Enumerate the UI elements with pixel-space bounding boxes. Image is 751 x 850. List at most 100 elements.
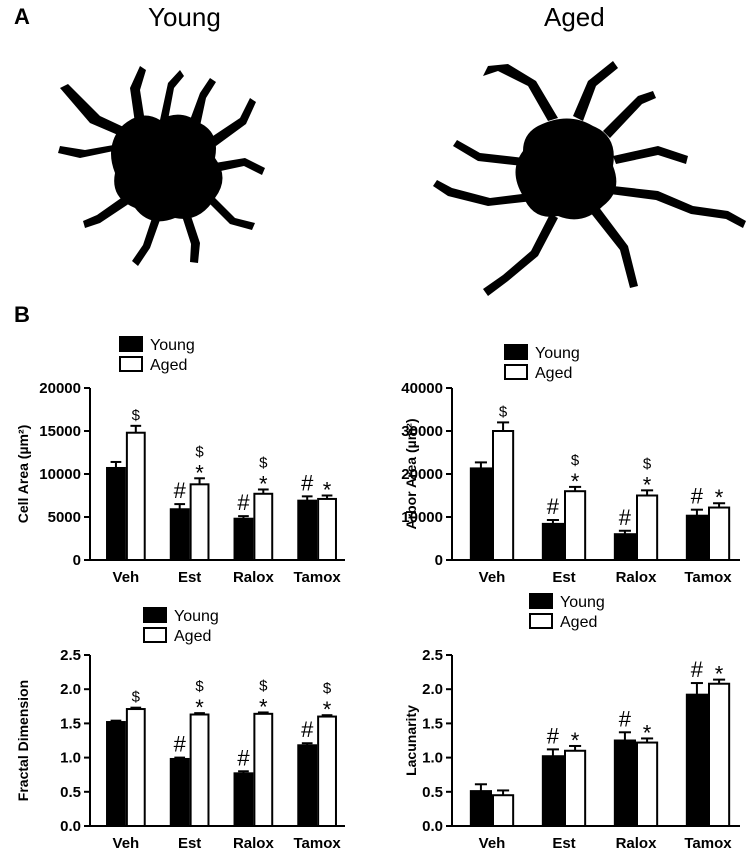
bar-aged (636, 741, 659, 827)
aged-microglia-silhouette (433, 61, 746, 296)
y-tick-label: 0.0 (60, 818, 81, 835)
legend-label: Young (535, 345, 580, 362)
y-tick-label: 0.0 (422, 818, 443, 835)
y-tick-label: 1.0 (422, 750, 443, 767)
bar-young (297, 499, 318, 562)
bar-young (469, 467, 492, 561)
significance-marker: # (174, 732, 187, 757)
significance-marker: * (323, 478, 332, 503)
significance-marker: $ (195, 678, 204, 695)
bar-young (541, 755, 565, 827)
significance-marker: * (571, 469, 580, 494)
legend-label: Aged (560, 614, 597, 631)
bar-young (233, 772, 254, 827)
y-tick-label: 0 (435, 552, 443, 569)
significance-marker: # (301, 470, 314, 495)
significance-marker: # (301, 717, 314, 742)
x-tick-label: Veh (113, 835, 140, 850)
x-tick-label: Veh (113, 569, 140, 586)
significance-marker: $ (259, 677, 268, 694)
panel-label-b: B (14, 302, 30, 327)
bar-aged (492, 794, 515, 827)
significance-marker: # (691, 484, 704, 509)
bar-aged (253, 712, 274, 827)
chart-1: 0 5000 10000 15000 20000 Cell Area (µm²) $ Veh #… (15, 336, 345, 586)
significance-marker: $ (132, 407, 141, 424)
x-tick-label: Est (178, 835, 201, 850)
y-tick-label: 40000 (401, 380, 443, 397)
bar-aged (708, 506, 731, 562)
panel-label-a: A (14, 4, 30, 29)
y-tick-label: 0.5 (422, 784, 443, 801)
significance-marker: $ (195, 443, 204, 460)
young-microglia-silhouette (58, 66, 265, 266)
x-tick-label: Ralox (233, 569, 275, 586)
significance-marker: # (691, 657, 704, 682)
young-cell-title: Young (148, 2, 221, 32)
bar-aged (564, 749, 587, 828)
bar-aged (492, 430, 515, 561)
bar-young (685, 514, 709, 562)
bar-young (106, 721, 126, 827)
significance-marker: * (259, 471, 268, 496)
y-tick-label: 30000 (401, 423, 443, 440)
y-tick-label: 1.0 (60, 750, 81, 767)
bar-aged (125, 708, 146, 828)
significance-marker: * (571, 728, 580, 753)
significance-marker: * (195, 695, 204, 720)
significance-marker: # (547, 494, 560, 519)
significance-marker: $ (259, 454, 268, 471)
bar-young (169, 508, 190, 562)
y-axis-label: Fractal Dimension (15, 680, 31, 801)
significance-marker: * (715, 485, 724, 510)
x-tick-label: Ralox (233, 835, 275, 850)
legend-swatch (504, 344, 528, 360)
legend-swatch (504, 364, 528, 380)
legend-label: Aged (535, 365, 572, 382)
bar-young (233, 517, 254, 561)
x-tick-label: Est (552, 835, 575, 850)
bar-aged (189, 483, 210, 562)
y-axis-label: Cell Area (µm²) (15, 425, 31, 524)
x-tick-label: Tamox (684, 569, 732, 586)
bar-aged (253, 492, 274, 561)
significance-marker: * (323, 697, 332, 722)
x-tick-label: Tamox (294, 835, 342, 850)
x-tick-label: Veh (479, 569, 506, 586)
bar-aged (317, 715, 337, 827)
y-tick-label: 1.5 (60, 715, 81, 732)
x-tick-label: Ralox (616, 569, 658, 586)
x-tick-label: Est (552, 569, 575, 586)
legend-label: Aged (150, 357, 187, 374)
legend-swatch (529, 613, 553, 629)
legend-swatch (143, 627, 167, 643)
legend-label: Young (150, 337, 195, 354)
significance-marker: # (619, 505, 632, 530)
bar-aged (564, 490, 587, 562)
bar-aged (636, 494, 659, 561)
significance-marker: * (715, 662, 724, 687)
x-tick-label: Est (178, 569, 201, 586)
significance-marker: * (643, 472, 652, 497)
y-tick-label: 2.0 (422, 681, 443, 698)
bar-young (541, 522, 565, 562)
significance-marker: $ (643, 455, 652, 472)
bar-young (469, 790, 492, 828)
y-tick-label: 0 (73, 552, 81, 569)
significance-marker: * (259, 694, 268, 719)
aged-cell-title: Aged (544, 2, 605, 32)
legend-swatch (143, 607, 167, 623)
y-axis-label: Arbor Area (µm²) (403, 418, 419, 529)
bar-young (613, 533, 637, 562)
x-tick-label: Veh (479, 835, 506, 850)
legend-label: Aged (174, 628, 211, 645)
significance-marker: # (237, 490, 250, 515)
y-tick-label: 1.5 (422, 715, 443, 732)
y-tick-label: 15000 (39, 423, 81, 440)
significance-marker: # (547, 723, 560, 748)
y-tick-label: 20000 (401, 466, 443, 483)
bar-aged (708, 682, 731, 828)
bar-aged (125, 431, 146, 561)
chart-3: 0.0 0.5 1.0 1.5 2.0 2.5 Fractal Dimension $ Veh #… (15, 607, 345, 850)
